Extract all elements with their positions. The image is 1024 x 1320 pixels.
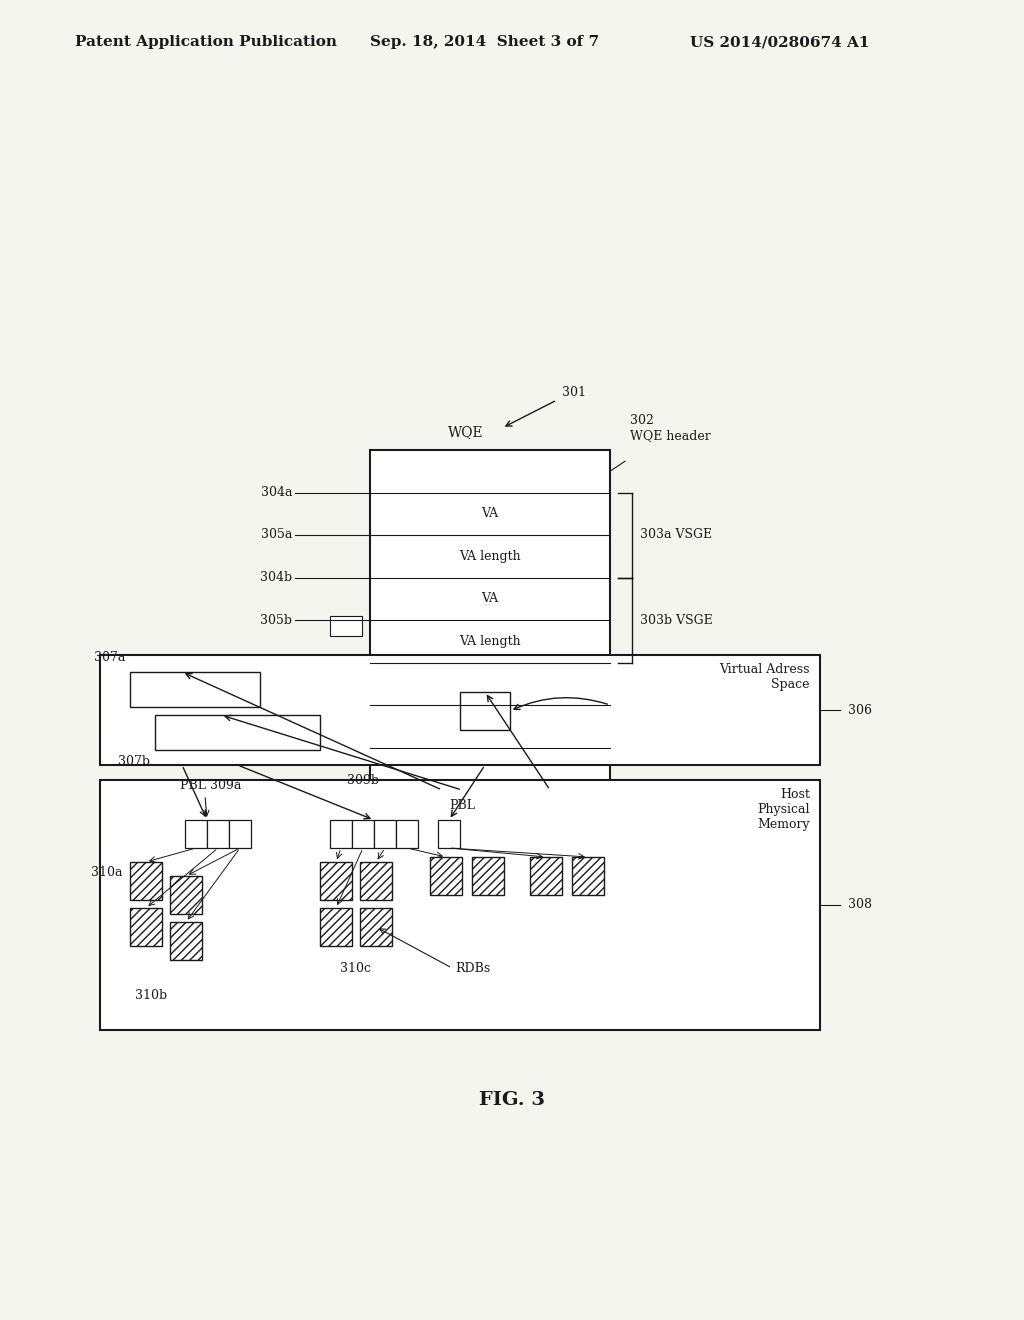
Text: VA length: VA length bbox=[459, 549, 521, 562]
Text: 305a: 305a bbox=[261, 528, 292, 541]
Bar bbox=[460, 692, 510, 730]
Text: Virtual Adress
Space: Virtual Adress Space bbox=[720, 663, 810, 690]
Text: 304b: 304b bbox=[260, 572, 292, 583]
Text: 307a: 307a bbox=[93, 651, 125, 664]
Text: FIG. 3: FIG. 3 bbox=[479, 1092, 545, 1109]
Bar bbox=[319, 862, 352, 900]
Bar bbox=[352, 820, 374, 847]
Bar bbox=[229, 820, 251, 847]
Bar bbox=[360, 862, 392, 900]
Bar bbox=[330, 616, 362, 636]
Bar bbox=[185, 820, 207, 847]
Text: 303a VSGE: 303a VSGE bbox=[640, 528, 712, 541]
Text: Patent Application Publication: Patent Application Publication bbox=[75, 36, 337, 49]
Text: WQE: WQE bbox=[449, 425, 483, 440]
Text: 304a: 304a bbox=[260, 486, 292, 499]
Bar bbox=[330, 820, 352, 847]
Text: Sep. 18, 2014  Sheet 3 of 7: Sep. 18, 2014 Sheet 3 of 7 bbox=[370, 36, 599, 49]
Bar bbox=[170, 876, 202, 913]
Bar bbox=[370, 450, 610, 789]
Text: PBL: PBL bbox=[449, 799, 475, 812]
Bar bbox=[155, 715, 319, 750]
Text: PBL 309a: PBL 309a bbox=[180, 779, 242, 792]
Text: 302: 302 bbox=[630, 413, 654, 426]
Text: 308: 308 bbox=[848, 899, 872, 912]
Text: WQE header: WQE header bbox=[630, 429, 711, 442]
Text: RDBs: RDBs bbox=[455, 961, 490, 974]
Bar bbox=[100, 780, 820, 1030]
Bar bbox=[374, 820, 396, 847]
Text: 310c: 310c bbox=[340, 962, 371, 975]
Bar bbox=[430, 857, 462, 895]
Bar bbox=[396, 820, 418, 847]
Text: 305b: 305b bbox=[260, 614, 292, 627]
Text: 301: 301 bbox=[562, 385, 586, 399]
Text: VA: VA bbox=[481, 593, 499, 606]
Bar bbox=[170, 921, 202, 960]
Text: 306: 306 bbox=[848, 704, 872, 717]
Bar bbox=[130, 908, 162, 946]
Text: 307b: 307b bbox=[118, 755, 150, 768]
Bar bbox=[438, 820, 460, 847]
Bar bbox=[319, 908, 352, 946]
Bar bbox=[472, 857, 504, 895]
Bar bbox=[100, 655, 820, 766]
Bar bbox=[360, 908, 392, 946]
Bar bbox=[530, 857, 562, 895]
Bar bbox=[207, 820, 229, 847]
Text: VA: VA bbox=[481, 507, 499, 520]
Bar bbox=[130, 862, 162, 900]
Text: Host
Physical
Memory: Host Physical Memory bbox=[758, 788, 810, 832]
Text: 310a: 310a bbox=[90, 866, 122, 879]
Text: US 2014/0280674 A1: US 2014/0280674 A1 bbox=[690, 36, 869, 49]
Text: 309b: 309b bbox=[347, 774, 379, 787]
Text: VA length: VA length bbox=[459, 635, 521, 648]
Text: 310b: 310b bbox=[135, 989, 167, 1002]
Text: 303b VSGE: 303b VSGE bbox=[640, 614, 713, 627]
Bar bbox=[572, 857, 604, 895]
Bar bbox=[130, 672, 260, 708]
